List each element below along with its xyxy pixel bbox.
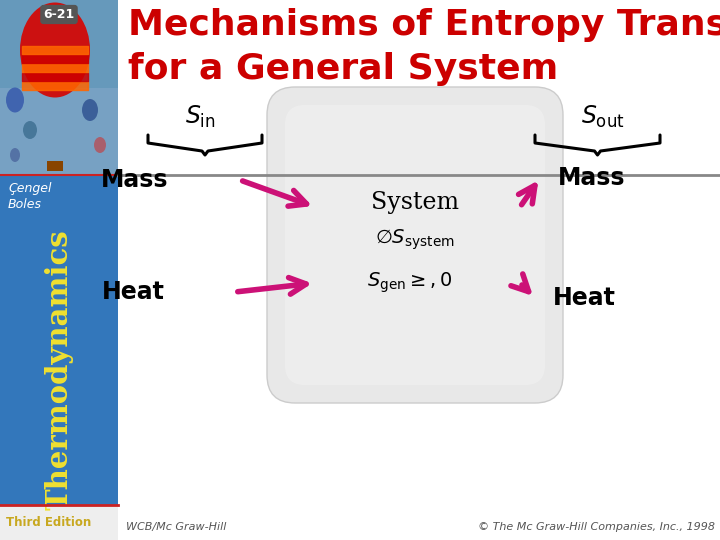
Bar bbox=[0, 88, 118, 175]
Text: $S_{\rm in}$: $S_{\rm in}$ bbox=[184, 104, 215, 130]
Ellipse shape bbox=[23, 121, 37, 139]
Ellipse shape bbox=[10, 148, 20, 162]
Text: Çengel: Çengel bbox=[8, 182, 52, 195]
Bar bbox=[0, 175, 118, 505]
Text: 6-21: 6-21 bbox=[43, 8, 75, 21]
Text: System: System bbox=[371, 192, 459, 214]
Ellipse shape bbox=[82, 99, 98, 121]
Ellipse shape bbox=[20, 3, 90, 98]
Text: Thermodynamics: Thermodynamics bbox=[45, 230, 73, 510]
FancyBboxPatch shape bbox=[285, 105, 545, 385]
Bar bbox=[0, 0, 118, 175]
Text: © The Mc Graw-Hill Companies, Inc., 1998: © The Mc Graw-Hill Companies, Inc., 1998 bbox=[478, 522, 715, 532]
Text: Mass: Mass bbox=[558, 166, 626, 190]
Text: Mechanisms of Entropy Transfer: Mechanisms of Entropy Transfer bbox=[128, 8, 720, 42]
Text: $S_{\rm out}$: $S_{\rm out}$ bbox=[580, 104, 624, 130]
FancyBboxPatch shape bbox=[267, 87, 563, 403]
Bar bbox=[0, 505, 118, 540]
Ellipse shape bbox=[6, 87, 24, 112]
Bar bbox=[47, 161, 63, 171]
Text: for a General System: for a General System bbox=[128, 52, 558, 86]
Text: Heat: Heat bbox=[553, 286, 616, 310]
Text: Third Edition: Third Edition bbox=[6, 516, 91, 529]
Text: $\varnothing S_{\rm system}$: $\varnothing S_{\rm system}$ bbox=[375, 228, 455, 252]
Ellipse shape bbox=[94, 137, 106, 153]
Text: $S_{\rm gen} \geq, 0$: $S_{\rm gen} \geq, 0$ bbox=[367, 271, 453, 295]
Text: Heat: Heat bbox=[102, 280, 165, 304]
Text: Mass: Mass bbox=[101, 168, 168, 192]
Text: WCB/Mc Graw-Hill: WCB/Mc Graw-Hill bbox=[126, 522, 226, 532]
Text: Boles: Boles bbox=[8, 198, 42, 211]
